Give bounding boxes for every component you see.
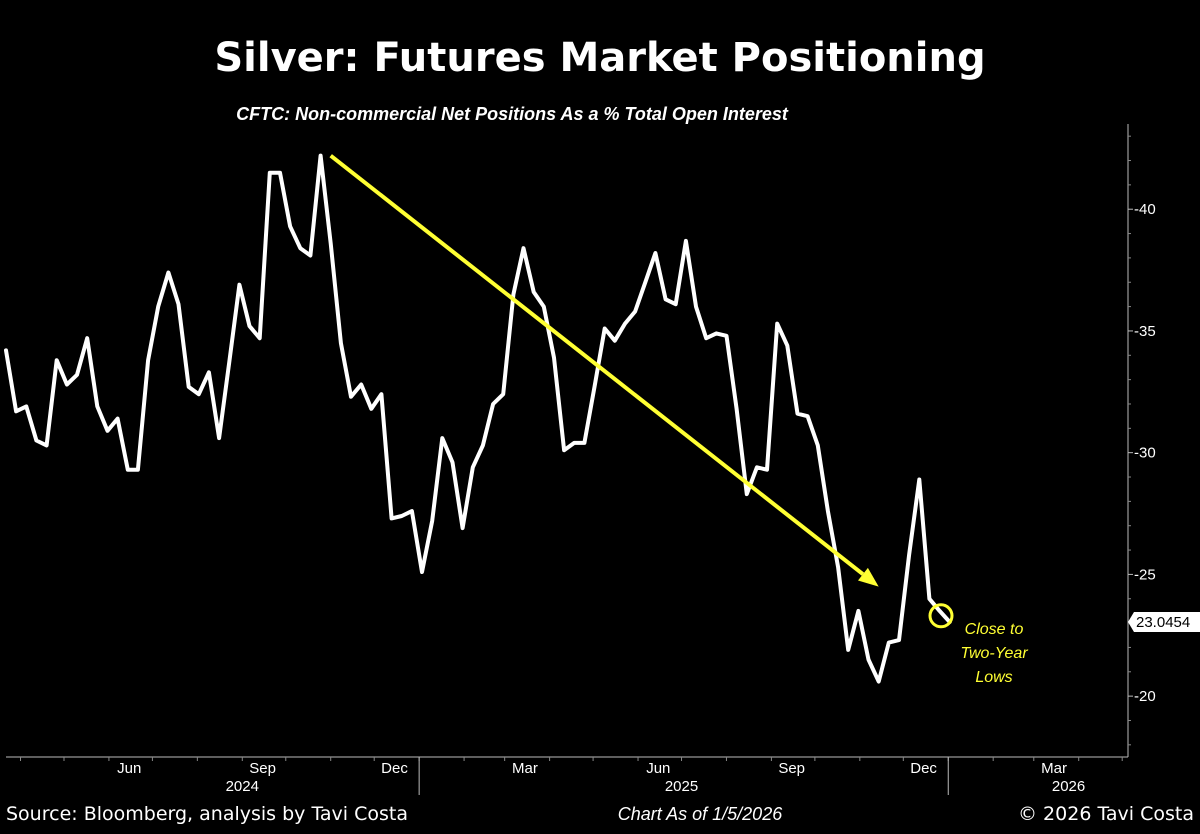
year-label: 2025 — [665, 778, 698, 795]
last-value-tag — [1128, 611, 1200, 632]
footer-as-of: Chart As of 1/5/2026 — [618, 804, 783, 824]
series-layer: 23.0454 — [4, 153, 1200, 684]
y-tick-label: -35 — [1134, 323, 1156, 340]
year-label: 2026 — [1052, 778, 1085, 795]
y-tick-label: -20 — [1134, 688, 1156, 705]
chart-subtitle: CFTC: Non-commercial Net Positions As a … — [236, 104, 789, 124]
x-tick-label: Dec — [381, 760, 408, 777]
year-label: 2024 — [226, 778, 259, 795]
y-tick-label: -40 — [1134, 201, 1156, 218]
trend-arrow-head — [858, 567, 879, 587]
annotation-layer — [329, 154, 954, 629]
highlight-circle — [928, 603, 954, 629]
x-tick-label: Sep — [249, 760, 276, 777]
x-tick-label: Mar — [512, 760, 538, 777]
y-tick-label: -25 — [1134, 566, 1156, 583]
y-tick-label: -30 — [1134, 445, 1156, 462]
footer-copyright: © 2026 Tavi Costa — [1018, 803, 1194, 825]
annotation-line-1: Close to — [965, 621, 1024, 638]
trend-arrow-shaft — [329, 154, 865, 576]
annotation-line-3: Lows — [975, 669, 1012, 686]
last-value-label: 23.0454 — [1136, 614, 1190, 631]
chart-title: Silver: Futures Market Positioning — [214, 35, 985, 81]
series-line — [4, 153, 952, 684]
x-tick-label: Jun — [117, 760, 141, 777]
x-tick-label: Sep — [778, 760, 805, 777]
x-tick-label: Jun — [646, 760, 670, 777]
x-tick-label: Dec — [910, 760, 937, 777]
annotation-line-2: Two-Year — [960, 645, 1028, 662]
footer-source: Source: Bloomberg, analysis by Tavi Cost… — [6, 803, 408, 825]
x-tick-label: Mar — [1041, 760, 1067, 777]
